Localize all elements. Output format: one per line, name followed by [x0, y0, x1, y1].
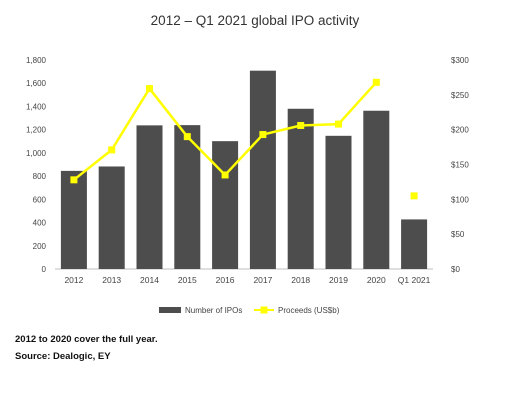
- chart-legend: Number of IPOs Proceeds (US$b): [159, 306, 340, 315]
- left-tick-label: 0: [42, 265, 47, 274]
- right-tick-label: $250: [451, 91, 469, 100]
- proceeds-marker-2012: [70, 176, 78, 184]
- legend-label-proceeds: Proceeds (US$b): [278, 306, 340, 315]
- right-tick-label: $300: [451, 56, 469, 65]
- proceeds-marker-2019: [335, 120, 342, 128]
- note-source: Source: Dealogic, EY: [15, 351, 111, 362]
- right-tick-label: $150: [451, 161, 469, 170]
- left-tick-label: 200: [33, 242, 47, 251]
- x-tick-label: 2016: [216, 275, 235, 285]
- right-axis-ticks: $0 $50 $100 $150 $200 $250 $300: [451, 56, 469, 274]
- x-axis-labels: 2012 2013 2014 2015 2016 2017 2018 2019 2020 Q1 2…: [64, 275, 430, 285]
- legend-marker-proceeds: [260, 306, 268, 314]
- legend-label-ipos: Number of IPOs: [185, 306, 242, 315]
- left-tick-label: 1,800: [26, 56, 47, 65]
- bar-ipos-2019: [325, 135, 352, 269]
- proceeds-marker-2014: [146, 85, 153, 93]
- right-tick-label: $0: [451, 265, 460, 274]
- left-tick-label: 1,200: [26, 126, 47, 135]
- legend-swatch-ipos: [159, 307, 181, 313]
- x-tick-label: 2012: [64, 275, 83, 285]
- x-tick-label: 2013: [102, 275, 121, 285]
- proceeds-marker-2018: [297, 121, 305, 129]
- x-tick-label: 2015: [178, 275, 197, 285]
- x-tick-label: Q1 2021: [398, 275, 431, 285]
- chart-title: 2012 – Q1 2021 global IPO activity: [151, 13, 360, 28]
- x-tick-label: 2020: [367, 275, 386, 285]
- proceeds-marker-2017: [259, 131, 267, 139]
- left-tick-label: 1,400: [26, 102, 47, 111]
- left-tick-label: 1,000: [26, 149, 47, 158]
- proceeds-marker-2020: [372, 78, 380, 86]
- left-tick-label: 400: [33, 219, 47, 228]
- bar-ipos-2012: [60, 170, 87, 269]
- bars-group: [60, 70, 428, 270]
- ipo-activity-chart: 2012 – Q1 2021 global IPO activity 0 200 4…: [26, 13, 469, 315]
- x-tick-label: 2017: [253, 275, 272, 285]
- bar-ipos-2015: [174, 125, 201, 269]
- proceeds-marker-2015: [183, 133, 191, 141]
- bar-ipos-2016: [212, 141, 239, 269]
- left-tick-label: 800: [33, 172, 47, 181]
- bar-ipos-q1-2021: [401, 219, 428, 269]
- right-tick-label: $100: [451, 195, 469, 204]
- left-tick-label: 1,600: [26, 79, 47, 88]
- bar-ipos-2013: [98, 166, 125, 269]
- x-tick-label: 2019: [329, 275, 348, 285]
- bar-ipos-2014: [136, 125, 163, 270]
- right-tick-label: $200: [451, 126, 469, 135]
- bar-ipos-2017: [249, 70, 276, 269]
- proceeds-line-group: [70, 78, 418, 200]
- proceeds-marker-2013: [108, 146, 116, 154]
- chart-notes: 2012 to 2020 cover the full year. Source…: [15, 331, 158, 365]
- bar-ipos-2020: [363, 110, 390, 269]
- note-coverage: 2012 to 2020 cover the full year.: [15, 334, 158, 345]
- left-axis-ticks: 0 200 400 600 800 1,000 1,200 1,400 1,600 1,800: [26, 56, 47, 274]
- bar-ipos-2018: [287, 108, 314, 270]
- right-tick-label: $50: [451, 230, 465, 239]
- left-tick-label: 600: [33, 195, 47, 204]
- x-tick-label: 2018: [291, 275, 310, 285]
- proceeds-marker-q1-2021: [410, 192, 418, 200]
- x-tick-label: 2014: [140, 275, 159, 285]
- proceeds-marker-2016: [221, 171, 229, 179]
